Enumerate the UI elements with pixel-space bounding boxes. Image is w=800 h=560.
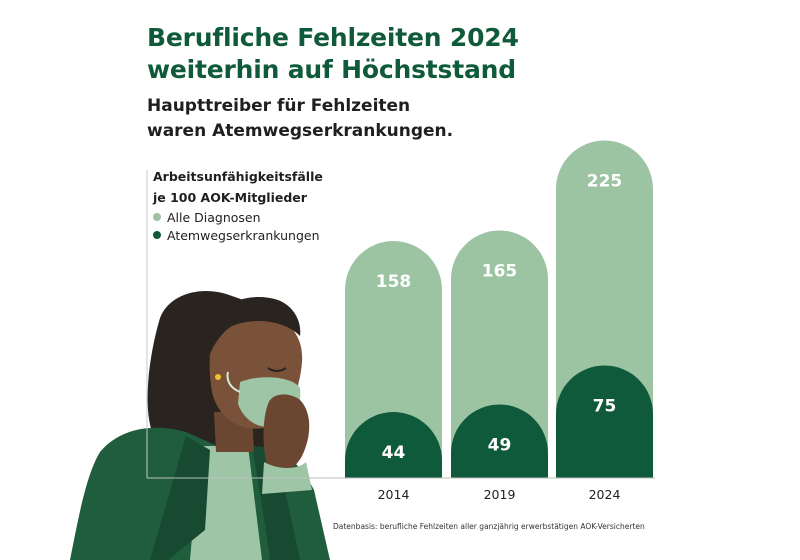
x-tick-2014: 2014 bbox=[378, 487, 410, 502]
x-tick-labels: 2014 2019 2024 bbox=[378, 487, 621, 502]
chart-title: Berufliche Fehlzeiten 2024 weiterhin auf… bbox=[147, 22, 519, 86]
legend-label-respiratory: Atemwegserkrankungen bbox=[167, 227, 320, 243]
hair-top bbox=[206, 297, 301, 360]
hand bbox=[263, 394, 310, 474]
earring bbox=[215, 374, 221, 380]
closed-eye bbox=[267, 367, 287, 372]
bar-respiratory-2014 bbox=[345, 412, 442, 478]
legend: Alle Diagnosen Atemwegserkrankungen bbox=[153, 208, 320, 244]
mask-strap bbox=[226, 371, 241, 393]
legend-swatch-light bbox=[153, 213, 161, 221]
source-note: Datenbasis: berufliche Fehlzeiten aller … bbox=[333, 522, 645, 531]
title-line-1: Berufliche Fehlzeiten 2024 bbox=[147, 23, 519, 52]
value-label-all-diagnoses-2014: 158 bbox=[376, 272, 412, 292]
value-label-respiratory-2014: 44 bbox=[382, 443, 406, 463]
lapel-left bbox=[150, 436, 210, 560]
bar-respiratory-2019 bbox=[451, 404, 548, 478]
value-label-all-diagnoses-2019: 165 bbox=[482, 262, 518, 282]
legend-item-respiratory: Atemwegserkrankungen bbox=[153, 226, 320, 244]
bars-group: 158 44 165 49 225 75 bbox=[345, 140, 653, 478]
legend-swatch-dark bbox=[153, 231, 161, 239]
y-axis-label: Arbeitsunfähigkeitsfälle je 100 AOK-Mitg… bbox=[153, 166, 323, 208]
chart-subtitle: Haupttreiber für Fehlzeiten waren Atemwe… bbox=[147, 94, 453, 144]
y-axis-label-line-2: je 100 AOK-Mitglieder bbox=[153, 190, 307, 205]
bar-respiratory-2024 bbox=[556, 365, 653, 478]
x-tick-2024: 2024 bbox=[589, 487, 621, 502]
value-label-respiratory-2024: 75 bbox=[593, 397, 617, 417]
legend-label-all-diagnoses: Alle Diagnosen bbox=[167, 209, 261, 225]
value-label-all-diagnoses-2024: 225 bbox=[587, 172, 623, 192]
legend-item-all-diagnoses: Alle Diagnosen bbox=[153, 208, 320, 226]
y-axis-label-line-1: Arbeitsunfähigkeitsfälle bbox=[153, 169, 323, 184]
subtitle-line-1: Haupttreiber für Fehlzeiten bbox=[147, 96, 411, 116]
subtitle-line-2: waren Atemwegserkrankungen. bbox=[147, 121, 454, 141]
value-label-respiratory-2019: 49 bbox=[488, 436, 512, 456]
title-line-2: weiterhin auf Höchststand bbox=[147, 55, 516, 84]
x-tick-2019: 2019 bbox=[484, 487, 516, 502]
